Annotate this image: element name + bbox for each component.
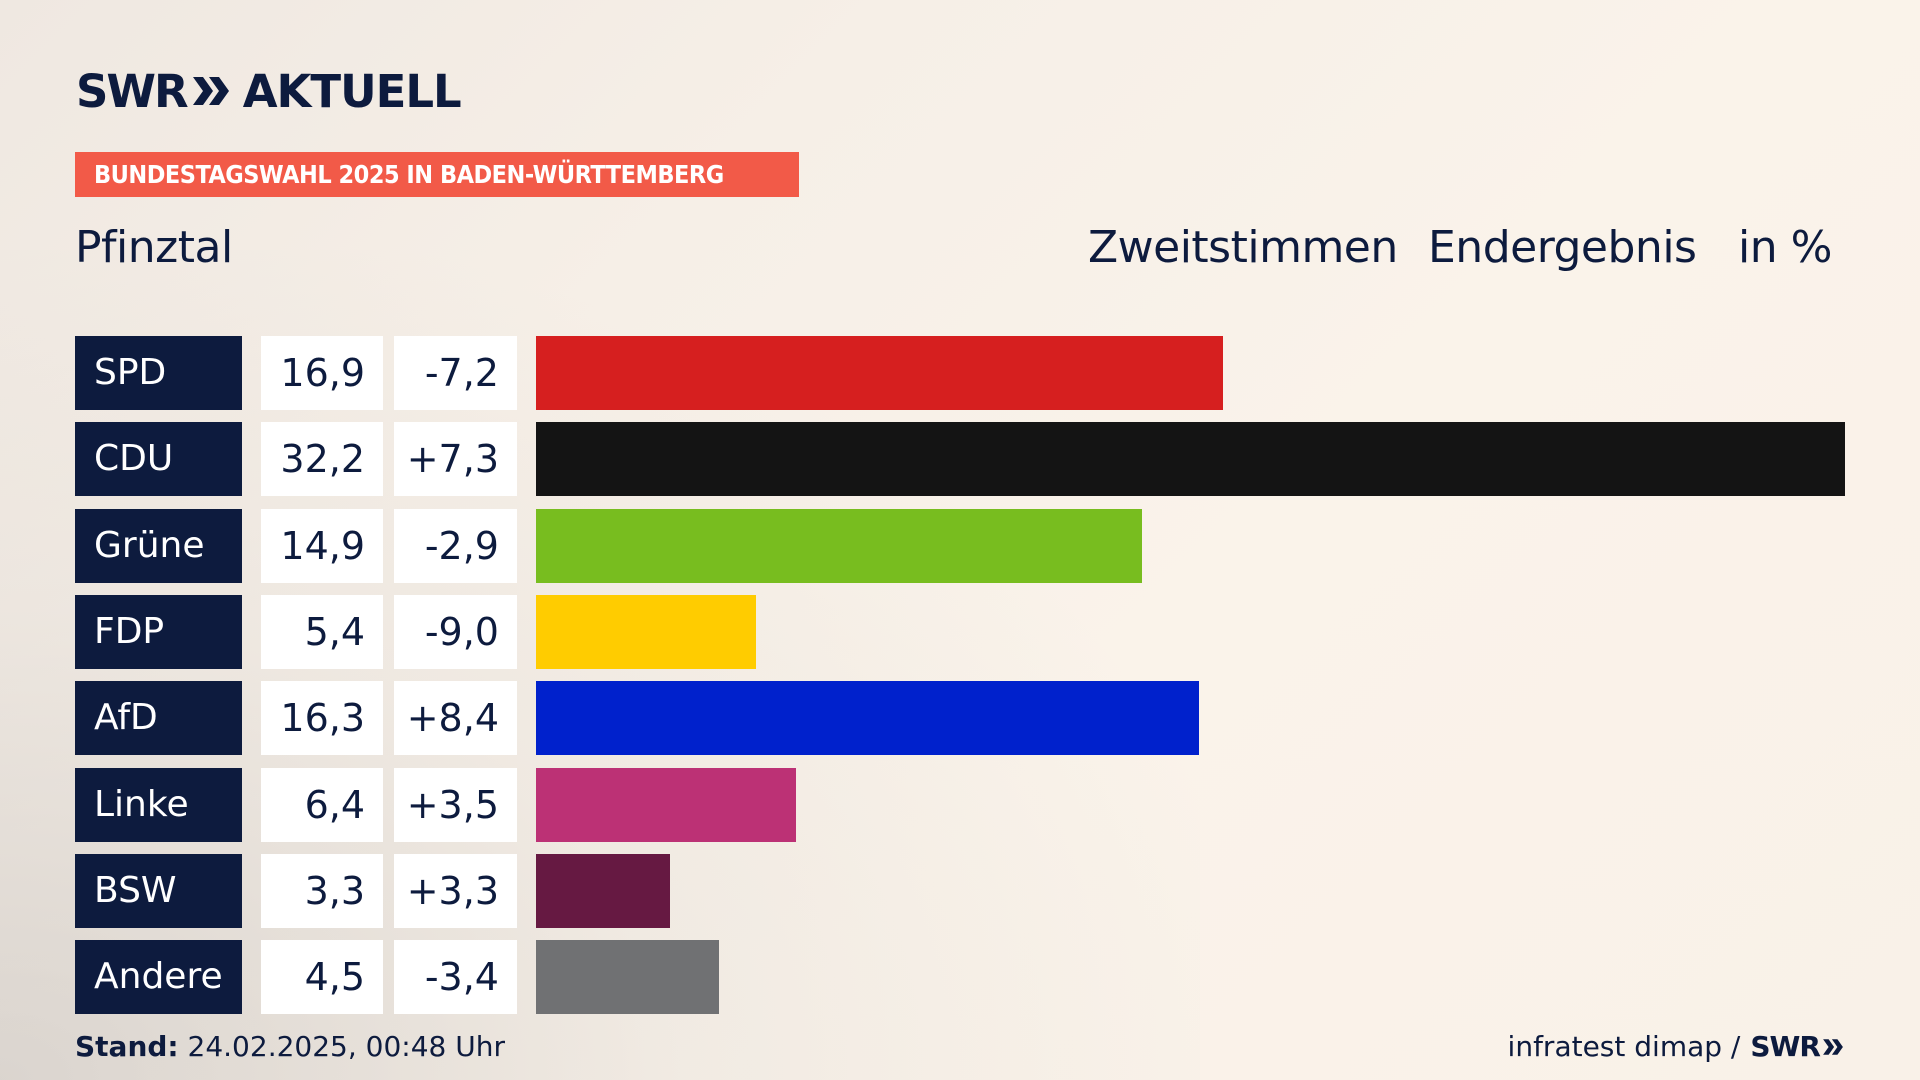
party-label: Grüne: [75, 509, 242, 583]
column-type: Zweitstimmen: [1088, 222, 1398, 273]
column-status: Endergebnis: [1428, 222, 1697, 273]
stand-value: 24.02.2025, 00:48 Uhr: [187, 1030, 505, 1063]
party-label: AfD: [75, 681, 242, 755]
source-credit: infratest dimap / SWR: [1508, 1030, 1844, 1063]
swr-aktuell-logo: SWR AKTUELL: [76, 64, 462, 118]
timestamp: Stand: 24.02.2025, 00:48 Uhr: [75, 1030, 505, 1063]
party-label: Linke: [75, 768, 242, 842]
value-label: 4,5: [261, 940, 383, 1014]
diff-label: +3,5: [394, 768, 517, 842]
value-label: 14,9: [261, 509, 383, 583]
diff-label: -2,9: [394, 509, 517, 583]
source-text: infratest dimap /: [1507, 1030, 1741, 1063]
diff-label: +3,3: [394, 854, 517, 928]
value-label: 16,9: [261, 336, 383, 410]
election-ribbon: BUNDESTAGSWAHL 2025 IN BADEN-WÜRTTEMBERG: [75, 152, 799, 197]
party-label: BSW: [75, 854, 242, 928]
bar-afd: [536, 681, 1199, 755]
bar-linke: [536, 768, 796, 842]
chart-row: Andere 4,5 -3,4: [0, 940, 1920, 1014]
chart-row: Linke 6,4 +3,5: [0, 768, 1920, 842]
stand-label: Stand:: [75, 1030, 179, 1063]
chart-row: FDP 5,4 -9,0: [0, 595, 1920, 669]
logo-suffix: AKTUELL: [242, 64, 462, 118]
bar-bsw: [536, 854, 670, 928]
bar-fdp: [536, 595, 756, 669]
source-brand: SWR: [1750, 1030, 1821, 1063]
value-label: 6,4: [261, 768, 383, 842]
diff-label: -7,2: [394, 336, 517, 410]
logo-brand: SWR: [76, 64, 189, 118]
party-label: SPD: [75, 336, 242, 410]
diff-label: +8,4: [394, 681, 517, 755]
diff-label: +7,3: [394, 422, 517, 496]
double-chevron-icon: [1822, 1037, 1844, 1057]
chart-row: AfD 16,3 +8,4: [0, 681, 1920, 755]
region-title: Pfinztal: [75, 222, 233, 273]
party-label: CDU: [75, 422, 242, 496]
chart-row: SPD 16,9 -7,2: [0, 336, 1920, 410]
value-label: 5,4: [261, 595, 383, 669]
bar-grüne: [536, 509, 1142, 583]
chart-row: BSW 3,3 +3,3: [0, 854, 1920, 928]
bar-cdu: [536, 422, 1845, 496]
bar-andere: [536, 940, 719, 1014]
party-label: FDP: [75, 595, 242, 669]
value-label: 32,2: [261, 422, 383, 496]
value-label: 16,3: [261, 681, 383, 755]
double-chevron-icon: [191, 73, 231, 109]
chart-row: Grüne 14,9 -2,9: [0, 509, 1920, 583]
diff-label: -3,4: [394, 940, 517, 1014]
column-unit: in %: [1738, 222, 1832, 273]
chart-row: CDU 32,2 +7,3: [0, 422, 1920, 496]
party-label: Andere: [75, 940, 242, 1014]
bar-spd: [536, 336, 1223, 410]
value-label: 3,3: [261, 854, 383, 928]
diff-label: -9,0: [394, 595, 517, 669]
